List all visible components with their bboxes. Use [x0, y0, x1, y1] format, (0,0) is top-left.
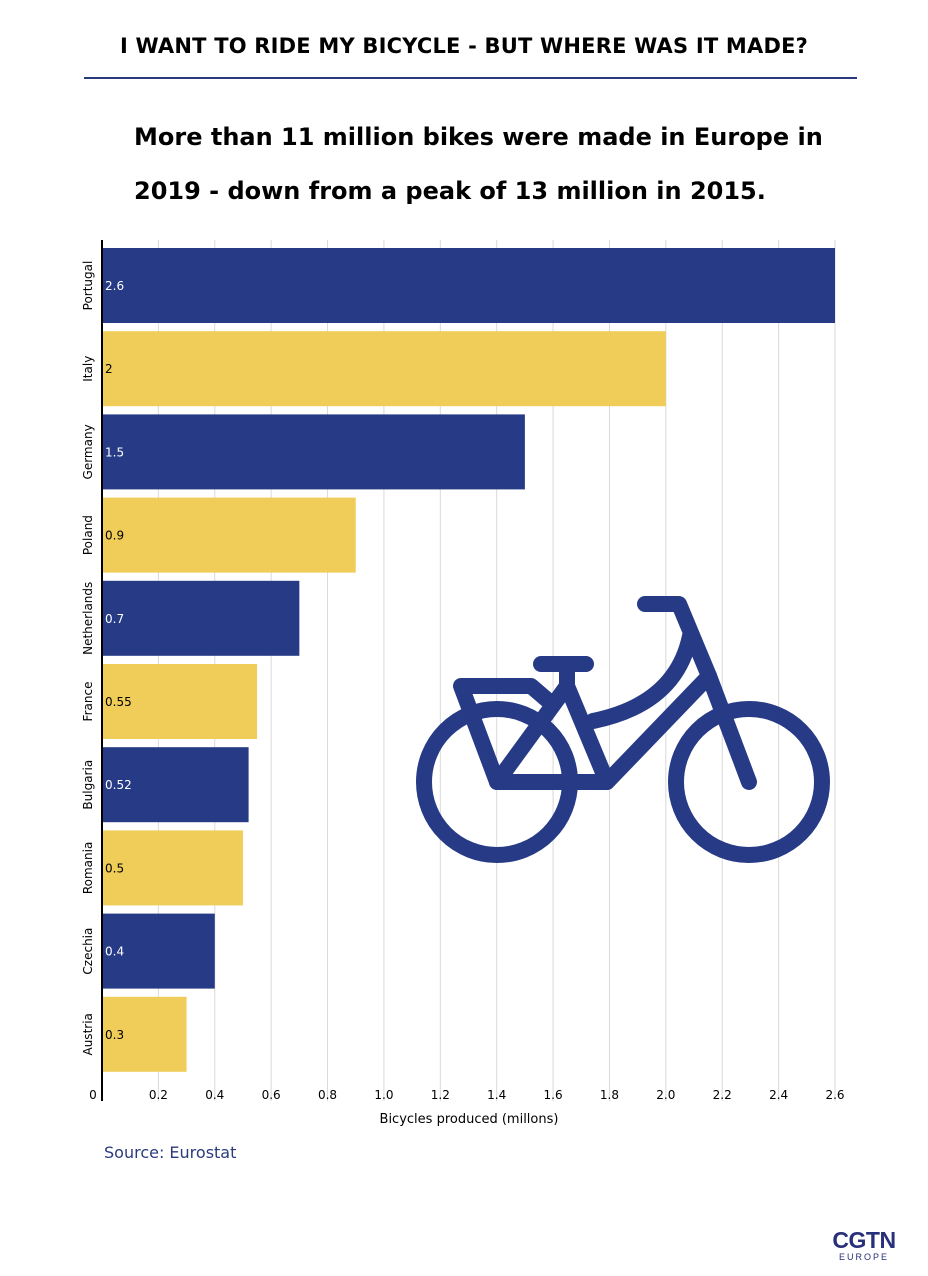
bicycle-mudguard [585, 628, 698, 729]
data-label: 0.55 [105, 695, 132, 709]
x-tick-label: 0 [89, 1088, 97, 1102]
x-tick-label: 1.6 [544, 1088, 563, 1102]
axis-labels: 0 0.2 0.4 0.6 0.8 1.0 1.2 1.4 1.6 1.8 2.0 2.2 2.4 2.6… [81, 261, 845, 1102]
data-label: 0.5 [105, 861, 124, 875]
bar-netherlands [102, 580, 300, 656]
data-label: 0.3 [105, 1028, 124, 1042]
x-tick-label: 0.2 [149, 1088, 168, 1102]
bicycle-icon [416, 596, 830, 863]
category-label: Czechia [81, 928, 95, 975]
bar-italy [102, 331, 666, 407]
category-label: Portugal [81, 261, 95, 311]
x-tick-label: 2.4 [769, 1088, 788, 1102]
bar-germany [102, 414, 525, 490]
data-label: 1.5 [105, 445, 124, 459]
bar-poland [102, 497, 356, 573]
data-label: 0.7 [105, 612, 124, 626]
bicycle-fork [701, 668, 757, 790]
data-label: 0.52 [105, 778, 132, 792]
header-divider [84, 77, 857, 79]
source-note: Source: Eurostat [104, 1143, 237, 1162]
bar-france [102, 664, 258, 739]
chart-subtitle: More than 11 million bikes were made in … [134, 123, 823, 205]
bars [102, 248, 835, 1072]
x-axis-title: Bicycles produced (millons) [380, 1112, 559, 1127]
bicycle-front-wheel [668, 701, 830, 863]
logo-sub-text: EUROPE [838, 1252, 889, 1262]
x-tick-label: 2.0 [656, 1088, 675, 1102]
x-tick-label: 0.8 [318, 1088, 337, 1102]
category-label: Romania [81, 842, 95, 894]
data-label: 2 [105, 362, 113, 376]
x-tick-label: 1.4 [487, 1088, 506, 1102]
data-label: 2.6 [105, 279, 124, 293]
bar-czechia [102, 913, 215, 989]
category-label: Italy [81, 356, 95, 382]
x-tick-label: 0.4 [205, 1088, 224, 1102]
bar-bulgaria [102, 747, 249, 823]
bar-romania [102, 830, 243, 906]
bicycle-rack [453, 678, 560, 790]
bar-austria [102, 996, 187, 1072]
category-label: Bulgaria [81, 760, 95, 810]
x-tick-label: 0.6 [262, 1088, 281, 1102]
category-label: Germany [81, 424, 95, 479]
category-label: Poland [81, 515, 95, 555]
x-tick-label: 2.2 [713, 1088, 732, 1102]
header-title: I WANT TO RIDE MY BICYCLE - BUT WHERE WA… [119, 34, 809, 58]
data-label: 0.4 [105, 945, 124, 959]
bar-portugal [102, 248, 835, 323]
cgtn-logo: CGTN EUROPE [822, 1228, 906, 1262]
x-tick-label: 1.0 [374, 1088, 393, 1102]
logo-main-text: CGTN [832, 1227, 896, 1253]
category-label: Austria [81, 1013, 95, 1055]
data-label: 0.9 [105, 529, 124, 543]
category-label: Netherlands [81, 582, 95, 655]
x-tick-label: 1.8 [600, 1088, 619, 1102]
category-label: France [81, 682, 95, 722]
x-tick-label: 1.2 [431, 1088, 450, 1102]
x-tick-label: 2.6 [825, 1088, 844, 1102]
